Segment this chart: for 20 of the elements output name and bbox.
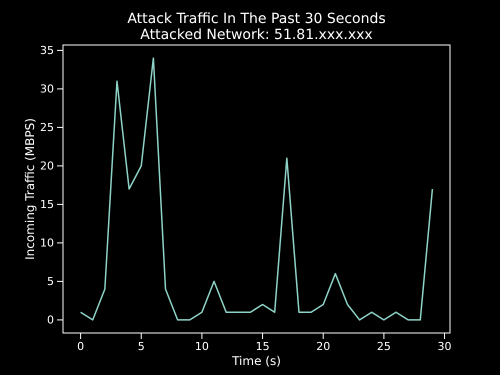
- y-tick-label: 5: [47, 274, 54, 288]
- y-axis-title: Incoming Traffic (MBPS): [23, 118, 37, 260]
- x-tick-label: 15: [256, 340, 270, 353]
- y-tick-label: 0: [47, 313, 54, 326]
- y-tick-label: 30: [40, 82, 54, 96]
- y-tick-label: 15: [40, 198, 54, 211]
- x-axis-title: Time (s): [231, 354, 281, 368]
- x-tick-label: 10: [194, 340, 209, 353]
- y-tick-label: 10: [40, 236, 54, 250]
- line-series: [80, 57, 434, 321]
- x-tick-label: 5: [138, 340, 145, 353]
- x-tick-label: 20: [316, 340, 330, 353]
- chart-title: Attack Traffic In The Past 30 Seconds: [127, 11, 386, 27]
- x-tick-label: 25: [376, 340, 391, 353]
- y-tick-label: 35: [40, 44, 54, 57]
- x-tick-label: 0: [77, 340, 84, 353]
- chart-subtitle: Attacked Network: 51.81.xxx.xxx: [140, 27, 373, 43]
- y-tick-label: 25: [40, 120, 54, 134]
- y-tick-label: 20: [40, 159, 54, 172]
- x-tick-label: 30: [438, 340, 452, 353]
